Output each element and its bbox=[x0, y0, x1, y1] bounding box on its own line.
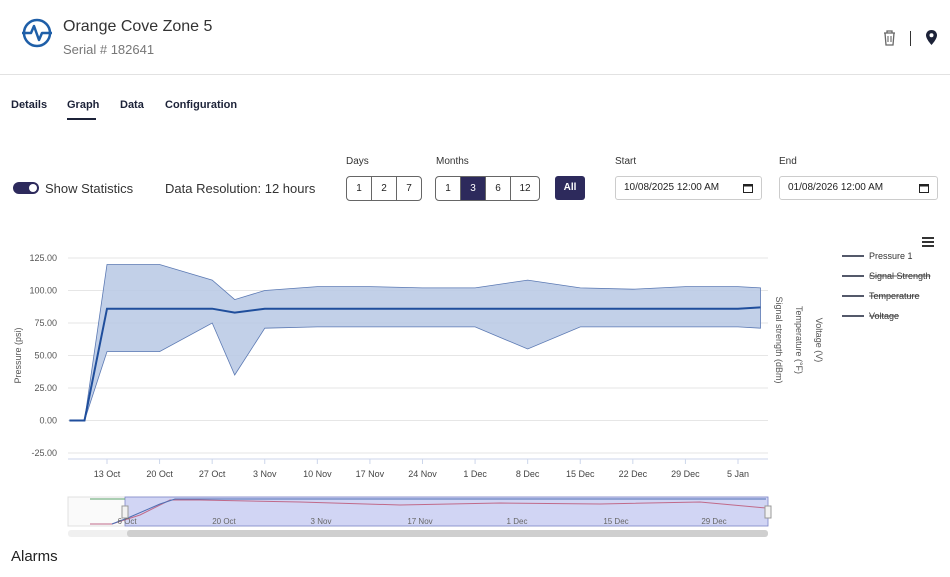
x-tick-label: 29 Dec bbox=[671, 469, 700, 479]
x-tick-label: 1 Dec bbox=[463, 469, 487, 479]
months-12-button[interactable]: 12 bbox=[519, 183, 531, 194]
chart-menu-icon-bar bbox=[922, 241, 934, 243]
days-2-button[interactable]: 2 bbox=[372, 177, 397, 200]
legend-item[interactable]: Pressure 1 bbox=[869, 251, 913, 261]
scrollbar-thumb[interactable] bbox=[127, 530, 768, 537]
x-tick-label: 27 Oct bbox=[199, 469, 226, 479]
toggle-knob bbox=[29, 184, 37, 192]
months-6-button[interactable]: 6 bbox=[486, 177, 511, 200]
navigator-tick-label: 3 Nov bbox=[311, 517, 332, 526]
navigator-tick-label: 1 Dec bbox=[507, 517, 528, 526]
days-label: Days bbox=[346, 156, 369, 167]
navigator-series-temperature bbox=[90, 499, 767, 525]
days-1-button[interactable]: 1 bbox=[347, 177, 372, 200]
y-tick-label: 125.00 bbox=[29, 253, 57, 263]
navigator-tick-label: 29 Dec bbox=[701, 517, 726, 526]
x-tick-label: 20 Oct bbox=[146, 469, 173, 479]
navigator-series-pressure bbox=[111, 498, 766, 525]
x-tick-label: 24 Nov bbox=[408, 469, 437, 479]
chart-menu-icon-bar bbox=[922, 237, 934, 239]
right-axis-label: Temperature (°F) bbox=[794, 306, 804, 374]
navigator-tick-label: 15 Dec bbox=[603, 517, 628, 526]
months-1-button[interactable]: 1 bbox=[436, 177, 461, 200]
x-tick-label: 13 Oct bbox=[94, 469, 121, 479]
start-datetime-value: 10/08/2025 12:00 AM bbox=[624, 182, 720, 193]
days-7-button[interactable]: 7 bbox=[406, 183, 412, 194]
y-tick-label: 100.00 bbox=[29, 286, 57, 296]
show-statistics-toggle[interactable] bbox=[13, 182, 39, 194]
navigator-handle[interactable] bbox=[121, 505, 129, 519]
tab-data[interactable]: Data bbox=[120, 99, 144, 111]
pressure-chart: 125.00 100.00 75.00 50.00 25.00 0.00 -25.00 13 … bbox=[13, 232, 938, 537]
tab-details[interactable]: Details bbox=[11, 99, 48, 111]
y-tick-label: 75.00 bbox=[34, 318, 57, 328]
device-title: Orange Cove Zone 5 bbox=[63, 18, 213, 35]
statistics-band bbox=[69, 264, 761, 421]
device-header: Orange Cove Zone 5 Serial # 182641 bbox=[0, 0, 950, 75]
map-pin-icon[interactable] bbox=[925, 29, 938, 46]
y-tick-label: 50.00 bbox=[34, 351, 57, 361]
show-statistics-label: Show Statistics bbox=[45, 181, 134, 196]
calendar-icon[interactable] bbox=[919, 183, 929, 193]
y-tick-label: -25.00 bbox=[31, 448, 57, 458]
all-button[interactable]: All bbox=[555, 176, 585, 200]
end-label: End bbox=[779, 156, 797, 167]
x-tick-label: 22 Dec bbox=[619, 469, 648, 479]
months-label: Months bbox=[436, 156, 469, 167]
trash-icon[interactable] bbox=[882, 29, 897, 46]
x-tick-label: 10 Nov bbox=[303, 469, 332, 479]
calendar-icon[interactable] bbox=[743, 183, 753, 193]
navigator-tick-label: 17 Nov bbox=[407, 517, 432, 526]
pressure-1-line bbox=[69, 306, 761, 422]
device-serial: Serial # 182641 bbox=[63, 42, 155, 57]
y-tick-label: 25.00 bbox=[34, 383, 57, 393]
end-datetime-input[interactable]: 01/08/2026 12:00 AM bbox=[779, 176, 938, 200]
y-tick-label: 0.00 bbox=[39, 416, 57, 426]
right-axis-label: Signal strength (dBm) bbox=[774, 296, 784, 383]
data-resolution-text: Data Resolution: 12 hours bbox=[165, 181, 316, 196]
alarms-heading: Alarms bbox=[11, 548, 58, 565]
months-3-button[interactable]: 3 bbox=[461, 177, 486, 200]
x-tick-label: 8 Dec bbox=[516, 469, 540, 479]
end-datetime-value: 01/08/2026 12:00 AM bbox=[788, 182, 884, 193]
right-axis-label: Voltage (V) bbox=[814, 318, 824, 363]
chart-menu-icon-bar bbox=[922, 245, 934, 247]
active-tab-indicator bbox=[67, 118, 96, 120]
navigator-tick-label: 20 Oct bbox=[212, 517, 236, 526]
header-divider bbox=[910, 31, 911, 46]
start-label: Start bbox=[615, 156, 637, 167]
y-axis-label: Pressure (psi) bbox=[13, 327, 23, 383]
tab-graph[interactable]: Graph bbox=[67, 99, 100, 111]
days-button-group: 1 2 7 bbox=[346, 176, 422, 201]
x-tick-label: 3 Nov bbox=[253, 469, 277, 479]
start-datetime-input[interactable]: 10/08/2025 12:00 AM bbox=[615, 176, 762, 200]
device-logo-icon bbox=[22, 18, 52, 48]
months-button-group: 1 3 6 12 bbox=[435, 176, 540, 201]
chart-menu-icon[interactable] bbox=[918, 232, 938, 248]
x-tick-label: 5 Jan bbox=[727, 469, 749, 479]
x-tick-label: 15 Dec bbox=[566, 469, 595, 479]
tab-configuration[interactable]: Configuration bbox=[165, 99, 238, 111]
navigator-handle[interactable] bbox=[764, 505, 772, 519]
navigator-tick-label: 6 Oct bbox=[117, 517, 137, 526]
x-tick-label: 17 Nov bbox=[356, 469, 385, 479]
